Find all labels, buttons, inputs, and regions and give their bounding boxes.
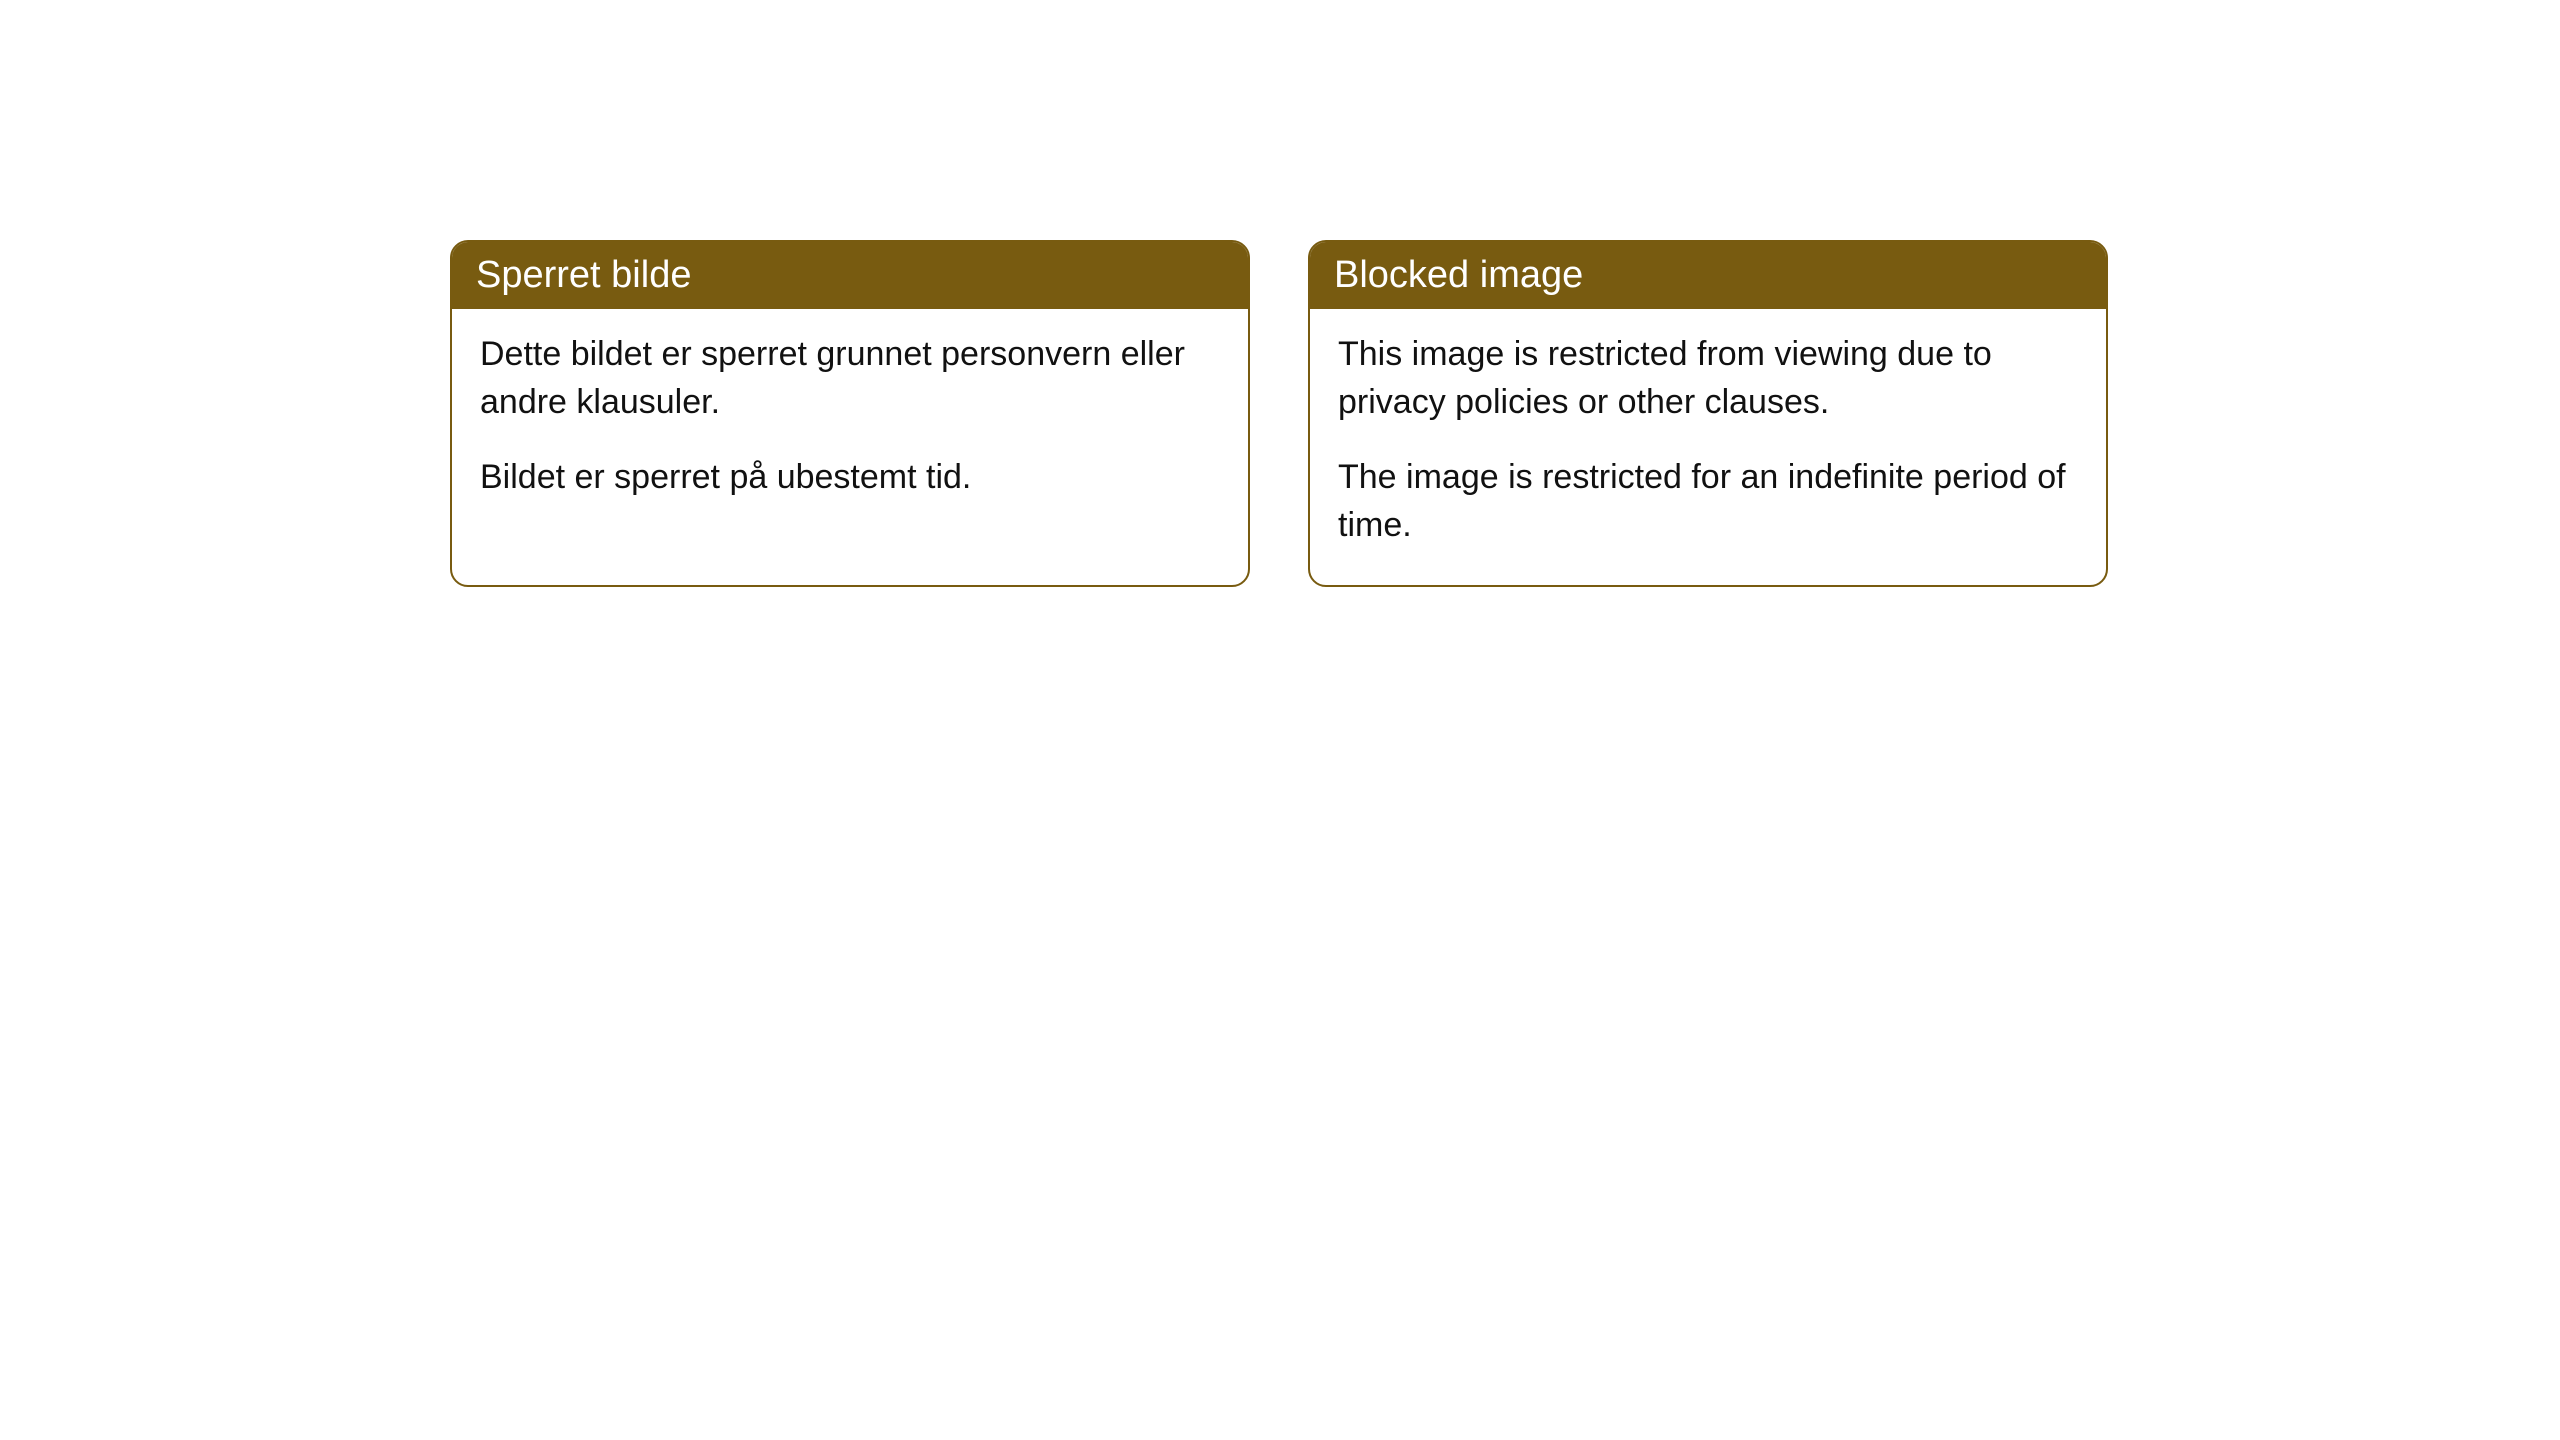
card-text-no-1: Dette bildet er sperret grunnet personve… bbox=[480, 331, 1220, 426]
blocked-image-card-no: Sperret bilde Dette bildet er sperret gr… bbox=[450, 240, 1250, 587]
card-body-no: Dette bildet er sperret grunnet personve… bbox=[452, 309, 1248, 538]
card-header-no: Sperret bilde bbox=[452, 242, 1248, 309]
card-header-en: Blocked image bbox=[1310, 242, 2106, 309]
notice-cards-container: Sperret bilde Dette bildet er sperret gr… bbox=[450, 240, 2560, 587]
card-text-en-2: The image is restricted for an indefinit… bbox=[1338, 454, 2078, 549]
card-text-en-1: This image is restricted from viewing du… bbox=[1338, 331, 2078, 426]
card-text-no-2: Bildet er sperret på ubestemt tid. bbox=[480, 454, 1220, 502]
blocked-image-card-en: Blocked image This image is restricted f… bbox=[1308, 240, 2108, 587]
card-body-en: This image is restricted from viewing du… bbox=[1310, 309, 2106, 585]
